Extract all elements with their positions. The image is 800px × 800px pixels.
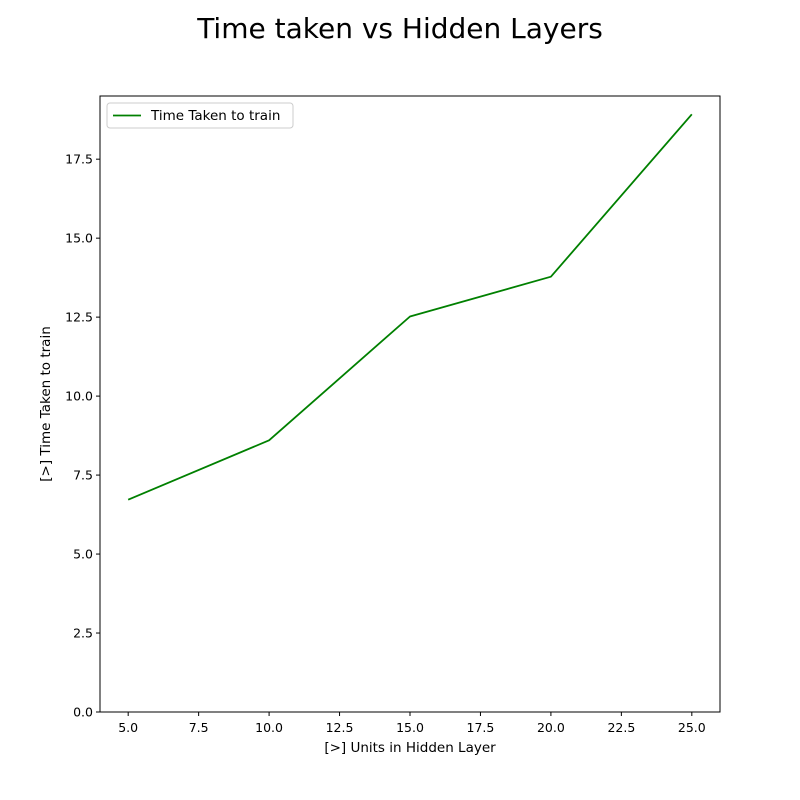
x-tick-label: 25.0 — [678, 720, 706, 735]
y-tick-label: 0.0 — [73, 705, 93, 720]
y-tick-label: 12.5 — [65, 310, 93, 325]
x-tick-label: 20.0 — [537, 720, 565, 735]
y-tick-label: 2.5 — [73, 626, 93, 641]
x-axis: 5.0 7.5 10.0 12.5 15.0 17.5 20.0 22.5 25.0 — [118, 712, 706, 735]
chart-title: Time taken vs Hidden Layers — [196, 12, 603, 45]
x-tick-label: 5.0 — [118, 720, 138, 735]
y-tick-label: 10.0 — [65, 389, 93, 404]
x-tick-label: 10.0 — [255, 720, 283, 735]
y-axis-label: [>] Time Taken to train — [38, 326, 54, 482]
legend: Time Taken to train — [106, 102, 294, 129]
y-axis: 0.0 2.5 5.0 7.5 10.0 12.5 15.0 17.5 — [65, 152, 100, 720]
x-tick-label: 22.5 — [607, 720, 635, 735]
y-tick-label: 17.5 — [65, 152, 93, 167]
x-tick-label: 12.5 — [326, 720, 354, 735]
legend-entry-label: Time Taken to train — [150, 108, 280, 124]
x-tick-label: 15.0 — [396, 720, 424, 735]
x-axis-label: [>] Units in Hidden Layer — [324, 740, 496, 756]
y-tick-label: 7.5 — [73, 468, 93, 483]
legend-box — [106, 102, 294, 129]
plot-frame — [99, 95, 721, 713]
y-tick-label: 5.0 — [73, 547, 93, 562]
x-tick-label: 7.5 — [189, 720, 209, 735]
series-layer — [127, 113, 693, 501]
y-tick-label: 15.0 — [65, 231, 93, 246]
x-tick-label: 17.5 — [467, 720, 495, 735]
